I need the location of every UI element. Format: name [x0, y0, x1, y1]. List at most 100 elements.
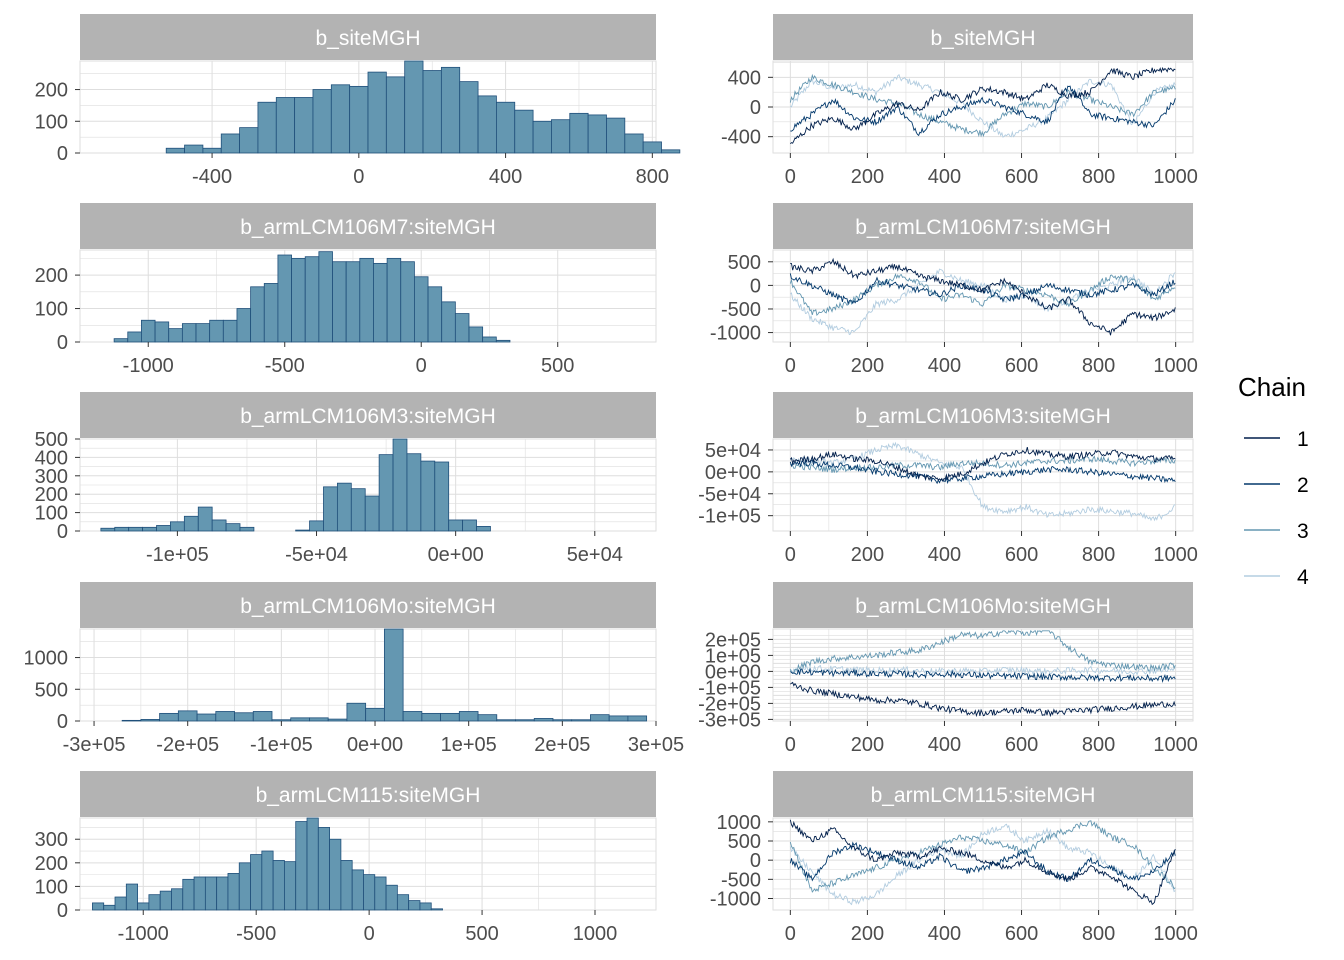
- y-tick-label: 0: [57, 332, 68, 354]
- y-tick-label: 200: [35, 80, 68, 102]
- histogram-bar: [392, 438, 408, 532]
- x-tick-label: 1000: [1153, 544, 1198, 566]
- facet-strip-label: b_armLCM106M3:siteMGH: [855, 405, 1111, 428]
- y-tick-label: 100: [35, 876, 68, 898]
- histogram-bar: [236, 308, 252, 343]
- y-tick-label: 1000: [24, 648, 69, 670]
- histogram-bar: [532, 120, 552, 154]
- histogram-bar: [275, 97, 296, 154]
- histogram-bar: [496, 101, 516, 154]
- histogram-bar: [148, 894, 161, 911]
- y-tick-label: 100: [35, 299, 68, 321]
- x-tick-label: 0: [785, 166, 796, 188]
- histogram-bar: [414, 276, 429, 343]
- histogram-bar: [345, 261, 361, 343]
- histogram-bar: [477, 95, 497, 154]
- y-tick-label: 500: [35, 429, 68, 451]
- histogram-bar: [330, 84, 351, 154]
- y-tick-label: 100: [35, 503, 68, 525]
- x-tick-label: 0e+00: [347, 734, 403, 756]
- facet-strip-label: b_armLCM106M3:siteMGH: [240, 405, 496, 428]
- histogram-bar: [385, 76, 406, 154]
- x-tick-label: 800: [1082, 166, 1115, 188]
- histogram-bar: [323, 486, 338, 532]
- histogram-bar: [257, 101, 277, 154]
- histogram-bar: [441, 301, 456, 343]
- x-tick-label: -5e+04: [285, 544, 348, 566]
- y-tick-label: 0: [750, 97, 761, 119]
- x-tick-label: 1000: [573, 923, 618, 945]
- x-tick-label: 0: [785, 544, 796, 566]
- x-tick-label: 200: [851, 734, 884, 756]
- histogram-bar: [329, 838, 342, 911]
- x-tick-label: -500: [236, 923, 276, 945]
- histogram-bar: [386, 257, 402, 343]
- y-tick-label: 0: [57, 521, 68, 543]
- histogram-bar: [400, 261, 415, 343]
- histogram-bar: [454, 313, 470, 343]
- histogram-bar: [627, 715, 648, 722]
- histogram-bar: [422, 70, 442, 154]
- y-tick-label: -1000: [710, 323, 761, 345]
- trace-lines: [789, 66, 1176, 145]
- facet-strip: [773, 14, 1193, 60]
- histogram-bar: [128, 526, 144, 532]
- y-tick-label: -3e+05: [698, 709, 761, 731]
- histogram-bar: [137, 902, 150, 911]
- histogram-bar: [427, 286, 443, 343]
- y-tick-label: 200: [35, 484, 68, 506]
- histogram-bars: [100, 438, 491, 532]
- facet-strip-label: b_armLCM115:siteMGH: [256, 784, 481, 807]
- facet-panel-4: b_armLCM106M3:siteMGH -1e+05 -5e+04 0e+00 5e…: [35, 392, 657, 566]
- histogram-bar: [181, 323, 197, 343]
- x-tick-label: 0: [785, 355, 796, 377]
- histogram-bar: [284, 861, 297, 911]
- x-tick-label: 500: [465, 923, 498, 945]
- gridlines: [773, 818, 1193, 910]
- histogram-bar: [374, 876, 387, 911]
- trace-line-chain-2: [789, 459, 1176, 485]
- y-tick-label: -500: [721, 869, 761, 891]
- histogram-bar: [227, 873, 240, 911]
- histogram-bar: [385, 884, 398, 911]
- y-tick-label: 0: [57, 143, 68, 165]
- histogram-bar: [406, 453, 422, 532]
- histogram-bar: [421, 712, 441, 722]
- facet-strip: [80, 14, 656, 60]
- histogram-bar: [459, 81, 479, 154]
- y-tick-label: -2e+05: [698, 693, 761, 715]
- histogram-bar: [113, 338, 129, 343]
- x-tick-label: 800: [1082, 355, 1115, 377]
- x-tick-label: 200: [851, 166, 884, 188]
- gridlines: [773, 250, 1193, 342]
- histogram-bar: [440, 712, 460, 722]
- histogram-bar: [364, 495, 380, 532]
- y-tick-label: 500: [728, 831, 761, 853]
- histogram-bar: [440, 66, 461, 154]
- trace-line-chain-2: [789, 273, 1176, 306]
- trace-line-chain-4: [790, 73, 1176, 138]
- trace-line-chain-4: [789, 663, 1176, 676]
- histogram-bar: [365, 707, 385, 722]
- x-tick-label: 400: [928, 544, 961, 566]
- histogram-bar: [571, 719, 591, 722]
- histogram-bar: [318, 251, 333, 343]
- histogram-bar: [404, 60, 424, 154]
- x-tick-label: 400: [928, 166, 961, 188]
- trace-line-chain-3: [789, 73, 1176, 138]
- histogram-bar: [261, 850, 274, 911]
- histogram-bar: [317, 827, 330, 911]
- facet-strip-label: b_siteMGH: [315, 27, 420, 50]
- histogram-bar: [140, 719, 161, 722]
- trace-lines: [789, 257, 1176, 336]
- histogram-bar: [468, 326, 484, 343]
- y-tick-label: 0: [750, 275, 761, 297]
- histogram-bar: [125, 883, 139, 911]
- facet-panel-5: b_armLCM106M3:siteMGH 0 200 400 600 800 1000 -1…: [698, 392, 1198, 566]
- histogram-bar: [569, 112, 589, 154]
- trace-line-chain-4: [790, 441, 1176, 522]
- histogram-bar: [642, 141, 662, 154]
- histogram-bar: [363, 874, 376, 911]
- trace-line-chain-1: [790, 681, 1176, 718]
- facet-strip: [773, 203, 1193, 249]
